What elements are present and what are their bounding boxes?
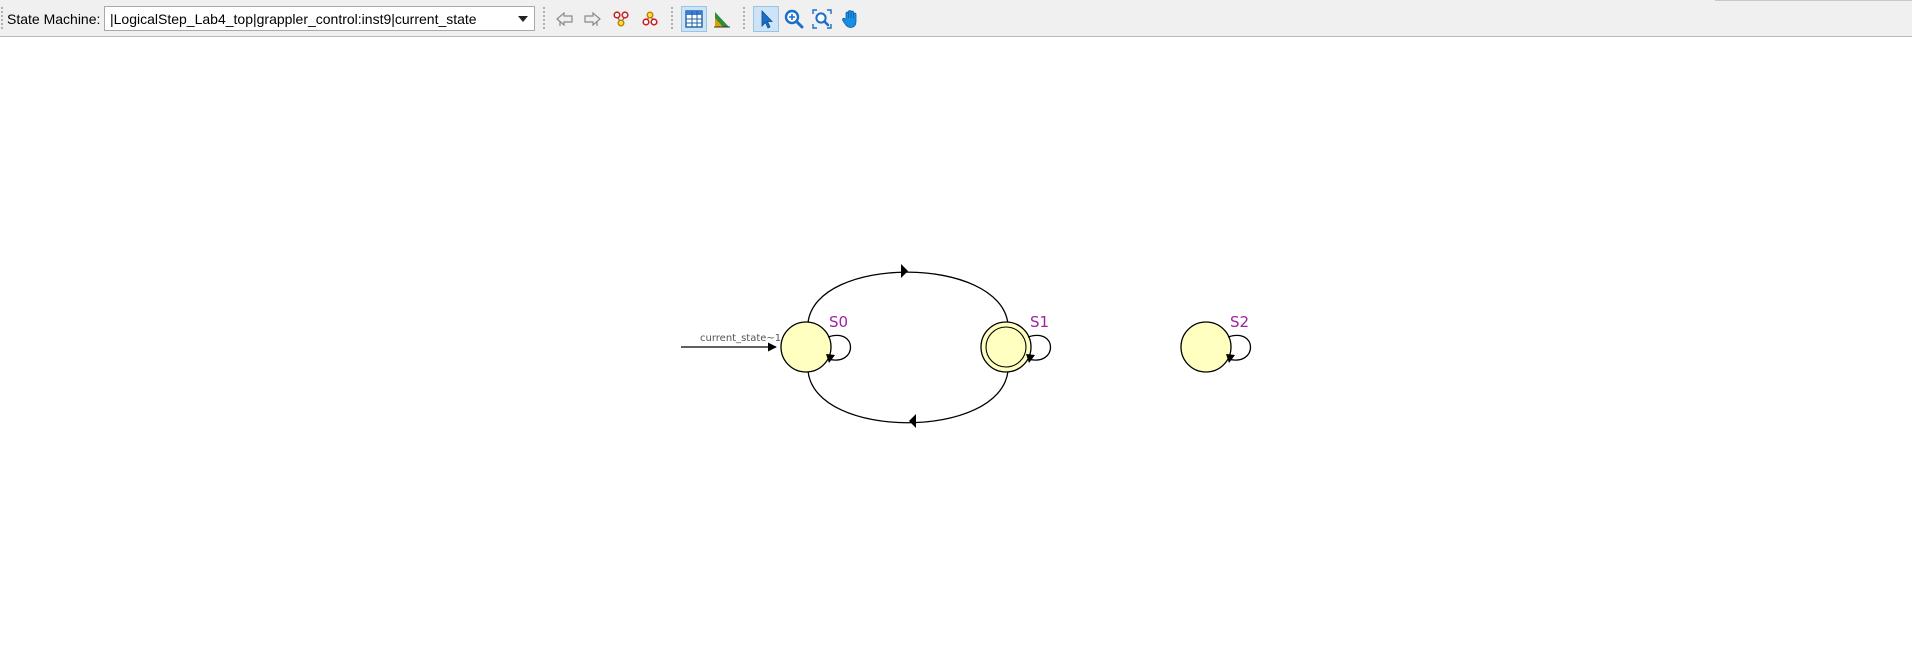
toolbar-edge	[1715, 0, 1912, 1]
back-button[interactable]	[552, 6, 578, 32]
toolbar-grip[interactable]	[543, 6, 545, 30]
selection-tool-button[interactable]	[753, 6, 779, 32]
table-grid-icon	[685, 10, 703, 28]
state-s2[interactable]	[1180, 321, 1251, 373]
pointer-arrow-icon	[761, 10, 773, 29]
chevron-down-icon[interactable]	[518, 16, 528, 22]
transition-s1-to-s0[interactable]	[807, 370, 1009, 428]
state-diagram-canvas[interactable]: current_state~1 S0 S1	[0, 37, 1912, 652]
state-diagram: current_state~1 S0 S1	[681, 264, 1251, 428]
transition-s0-to-s1[interactable]	[807, 264, 1009, 325]
zoom-in-icon	[784, 9, 804, 29]
arrowhead-left-icon	[909, 414, 916, 428]
toolbar-grip[interactable]	[1, 6, 3, 30]
forward-arrow-icon	[584, 11, 601, 27]
filter-triangle-icon	[714, 12, 730, 28]
state-s0[interactable]	[780, 321, 851, 373]
highlight-fanout-button[interactable]	[637, 6, 663, 32]
back-arrow-icon	[556, 11, 573, 27]
state-s1[interactable]	[980, 321, 1051, 373]
hand-icon	[842, 10, 857, 28]
state-s0-label: S0	[829, 313, 848, 331]
fit-in-window-button[interactable]	[809, 6, 835, 32]
fan-in-icon	[613, 11, 629, 27]
filter-button[interactable]	[709, 6, 735, 32]
state-s2-label: S2	[1230, 313, 1249, 331]
hand-tool-button[interactable]	[838, 6, 864, 32]
state-machine-dropdown-value: |LogicalStep_Lab4_top|grappler_control:i…	[110, 11, 477, 27]
zoom-tool-button[interactable]	[781, 6, 807, 32]
state-machine-dropdown[interactable]: |LogicalStep_Lab4_top|grappler_control:i…	[104, 6, 535, 31]
highlight-fanin-button[interactable]	[608, 6, 634, 32]
state-machine-toolbar: State Machine: |LogicalStep_Lab4_top|gra…	[0, 0, 1912, 37]
state-s1-label: S1	[1030, 313, 1049, 331]
fan-out-icon	[642, 11, 658, 26]
diagram-view-button[interactable]	[681, 6, 707, 32]
arrowhead-right-icon	[901, 264, 908, 278]
zoom-fit-icon	[812, 9, 832, 29]
forward-button[interactable]	[579, 6, 605, 32]
reset-transition-label: current_state~1	[700, 333, 781, 344]
state-machine-label: State Machine:	[7, 11, 101, 27]
toolbar-grip[interactable]	[743, 6, 745, 30]
toolbar-grip[interactable]	[671, 6, 673, 30]
